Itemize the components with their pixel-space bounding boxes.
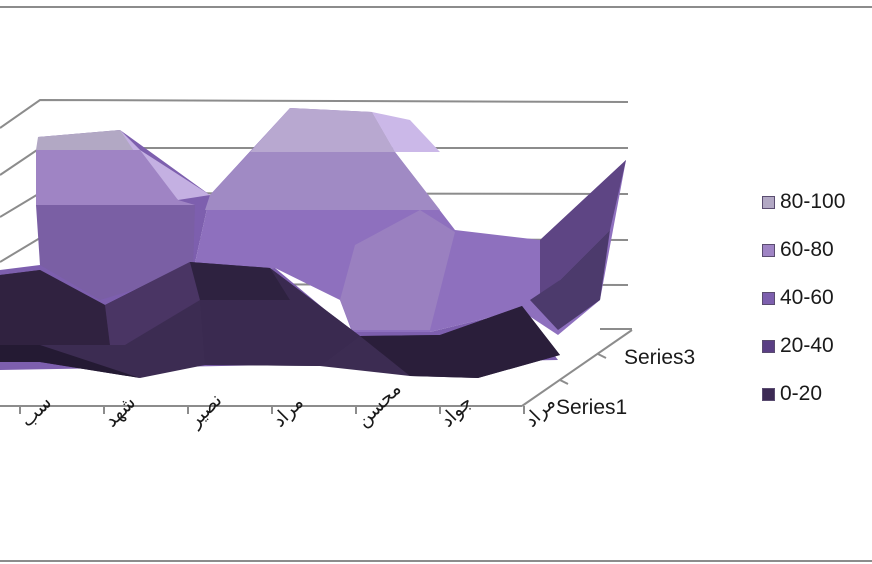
legend-swatch-80-100 xyxy=(762,195,775,209)
legend-item-60-80: 60-80 xyxy=(762,226,845,274)
category-label-6: مراد xyxy=(520,392,560,432)
legend-label-40-60: 40-60 xyxy=(780,286,834,309)
legend-swatch-60-80 xyxy=(762,243,775,257)
legend-item-40-60: 40-60 xyxy=(762,274,845,322)
category-label-5: جواد xyxy=(436,391,477,432)
category-label-1: شهد xyxy=(100,391,140,431)
legend-label-60-80: 60-80 xyxy=(780,238,834,261)
legend-swatch-0-20 xyxy=(762,387,775,401)
legend-item-0-20: 0-20 xyxy=(762,370,845,418)
floor-axes xyxy=(0,329,633,407)
legend-item-20-40: 20-40 xyxy=(762,322,845,370)
legend-swatch-20-40 xyxy=(762,339,775,353)
legend-label-20-40: 20-40 xyxy=(780,334,834,357)
legend-label-0-20: 0-20 xyxy=(780,382,823,405)
legend-swatch-40-60 xyxy=(762,291,775,305)
surface-front-series xyxy=(0,262,560,378)
category-label-0: سب xyxy=(16,392,56,432)
category-label-3: مراد xyxy=(268,392,308,432)
chart-legend: 80-100 60-80 40-60 20-40 0-20 xyxy=(762,178,845,418)
category-label-2: نصير xyxy=(183,389,226,432)
category-ticks xyxy=(19,406,525,414)
category-label-4: محسن xyxy=(352,378,406,432)
depth-label-front: Series1 xyxy=(556,396,628,419)
legend-label-80-100: 80-100 xyxy=(780,190,846,213)
depth-label-back: Series3 xyxy=(624,346,696,369)
legend-item-80-100: 80-100 xyxy=(762,178,845,226)
